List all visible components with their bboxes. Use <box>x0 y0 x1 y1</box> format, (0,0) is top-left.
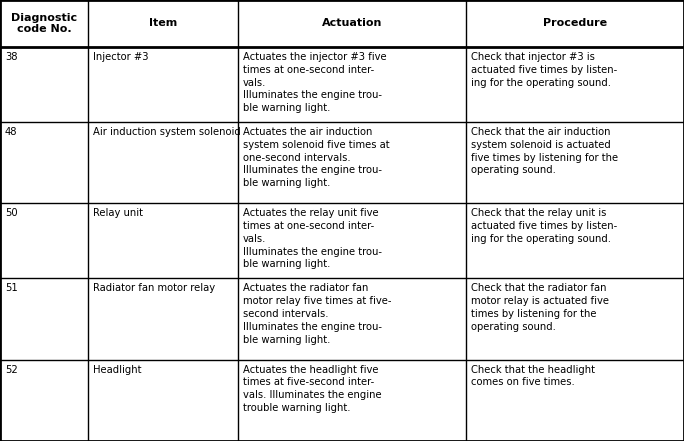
Bar <box>238 360 466 441</box>
Text: Actuation: Actuation <box>321 19 382 29</box>
Text: 52: 52 <box>5 365 18 375</box>
Bar <box>466 278 684 360</box>
Text: 51: 51 <box>5 284 18 293</box>
Text: Check that the relay unit is
actuated five times by listen-
ing for the operatin: Check that the relay unit is actuated fi… <box>471 208 617 244</box>
Text: Check that the radiator fan
motor relay is actuated five
times by listening for : Check that the radiator fan motor relay … <box>471 284 609 332</box>
Bar <box>0 360 88 441</box>
Text: Check that injector #3 is
actuated five times by listen-
ing for the operating s: Check that injector #3 is actuated five … <box>471 52 617 87</box>
Bar <box>466 122 684 203</box>
Text: Actuates the injector #3 five
times at one-second inter-
vals.
Illuminates the e: Actuates the injector #3 five times at o… <box>243 52 386 113</box>
Bar <box>88 122 238 203</box>
Bar <box>0 203 88 278</box>
Text: Relay unit: Relay unit <box>93 208 143 218</box>
Bar <box>0 47 88 122</box>
Bar <box>238 47 466 122</box>
Bar <box>238 278 466 360</box>
Text: Procedure: Procedure <box>543 19 607 29</box>
Text: Check that the air induction
system solenoid is actuated
five times by listening: Check that the air induction system sole… <box>471 127 618 176</box>
Bar <box>0 0 88 47</box>
Bar <box>238 122 466 203</box>
Text: Check that the headlight
comes on five times.: Check that the headlight comes on five t… <box>471 365 595 388</box>
Text: 50: 50 <box>5 208 18 218</box>
Bar <box>238 203 466 278</box>
Text: 38: 38 <box>5 52 18 62</box>
Bar <box>88 203 238 278</box>
Text: Injector #3: Injector #3 <box>93 52 148 62</box>
Text: Actuates the relay unit five
times at one-second inter-
vals.
Illuminates the en: Actuates the relay unit five times at on… <box>243 208 382 269</box>
Text: Item: Item <box>149 19 177 29</box>
Text: 48: 48 <box>5 127 18 137</box>
Text: Actuates the radiator fan
motor relay five times at five-
second intervals.
Illu: Actuates the radiator fan motor relay fi… <box>243 284 391 344</box>
Text: Actuates the air induction
system solenoid five times at
one-second intervals.
I: Actuates the air induction system soleno… <box>243 127 390 188</box>
Bar <box>88 360 238 441</box>
Text: Diagnostic
code No.: Diagnostic code No. <box>11 13 77 34</box>
Bar <box>466 360 684 441</box>
Bar <box>466 47 684 122</box>
Bar <box>466 203 684 278</box>
Bar <box>88 47 238 122</box>
Bar <box>0 122 88 203</box>
Bar <box>88 0 238 47</box>
Text: Headlight: Headlight <box>93 365 142 375</box>
Text: Radiator fan motor relay: Radiator fan motor relay <box>93 284 215 293</box>
Bar <box>88 278 238 360</box>
Bar <box>466 0 684 47</box>
Bar <box>238 0 466 47</box>
Text: Air induction system solenoid: Air induction system solenoid <box>93 127 241 137</box>
Text: Actuates the headlight five
times at five-second inter-
vals. Illuminates the en: Actuates the headlight five times at fiv… <box>243 365 382 413</box>
Bar <box>0 278 88 360</box>
